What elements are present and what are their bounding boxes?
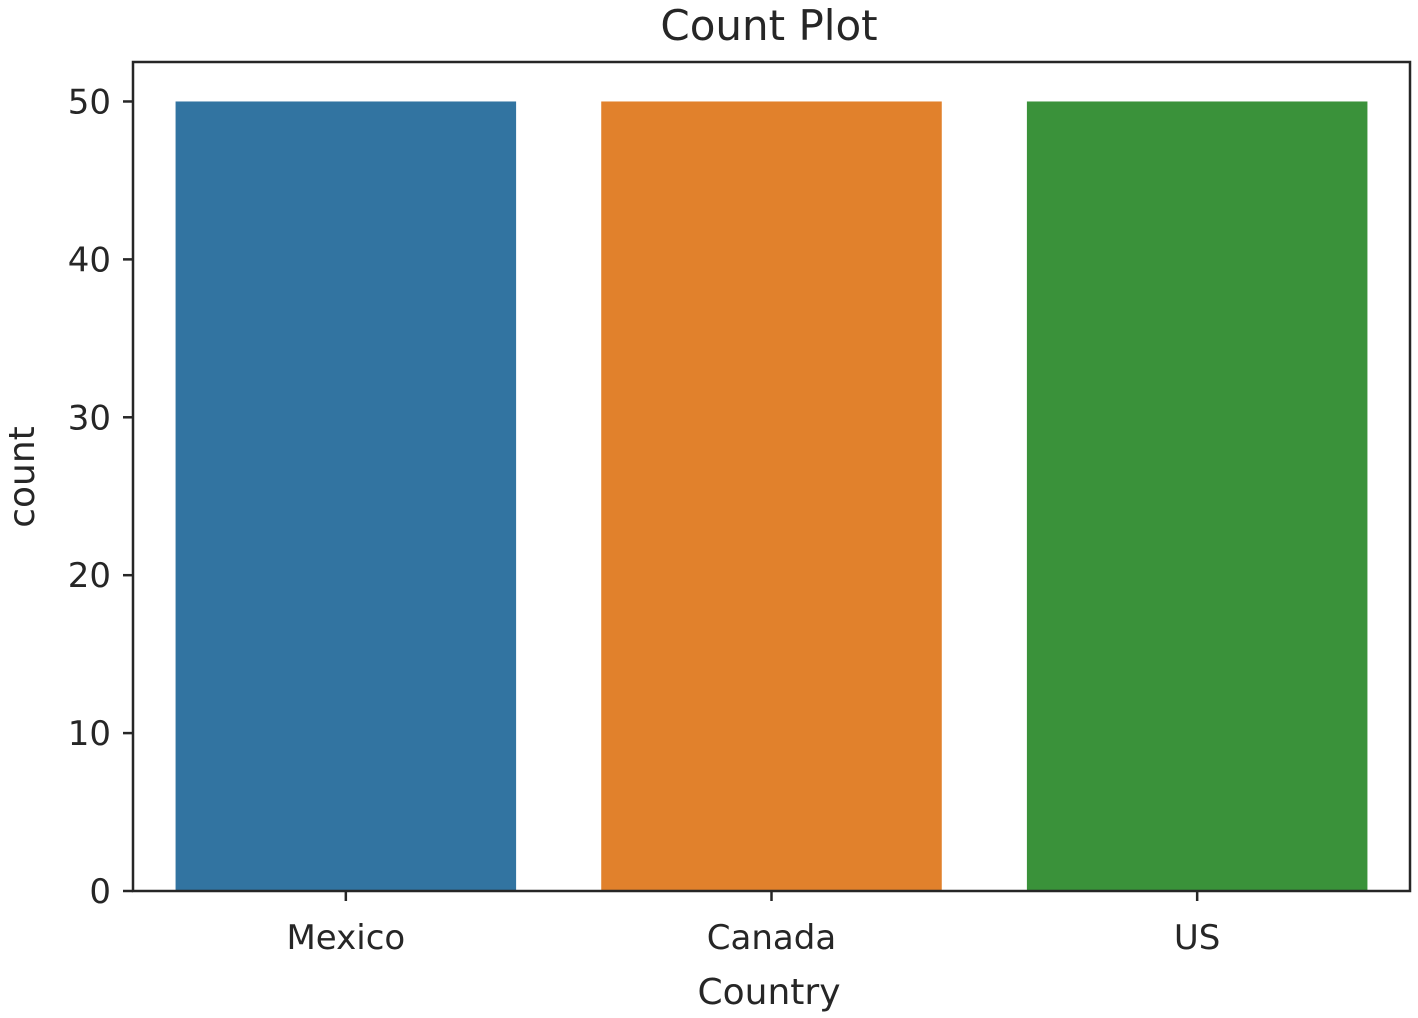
y-tick-label: 30: [68, 398, 111, 438]
x-tick-label: Mexico: [286, 918, 405, 958]
y-axis-ticks: 0 10 20 30 40 50: [68, 82, 133, 912]
bar-canada: [601, 101, 942, 891]
chart-title: Count Plot: [660, 1, 877, 50]
bars-group: [175, 101, 1368, 891]
y-tick-label: 20: [68, 556, 111, 596]
x-axis-label: Country: [697, 972, 840, 1013]
y-tick-label: 40: [68, 240, 111, 280]
x-tick-label: US: [1174, 918, 1220, 958]
bar-mexico: [175, 101, 517, 891]
x-axis-ticks: Mexico Canada US: [286, 891, 1220, 958]
bar-us: [1026, 101, 1368, 891]
x-tick-label: Canada: [707, 918, 836, 958]
plot-area-frame: [131, 60, 1412, 893]
y-axis-label: count: [2, 426, 43, 528]
y-tick-label: 0: [89, 872, 111, 912]
y-tick-label: 10: [68, 714, 111, 754]
y-tick-label: 50: [68, 82, 111, 122]
